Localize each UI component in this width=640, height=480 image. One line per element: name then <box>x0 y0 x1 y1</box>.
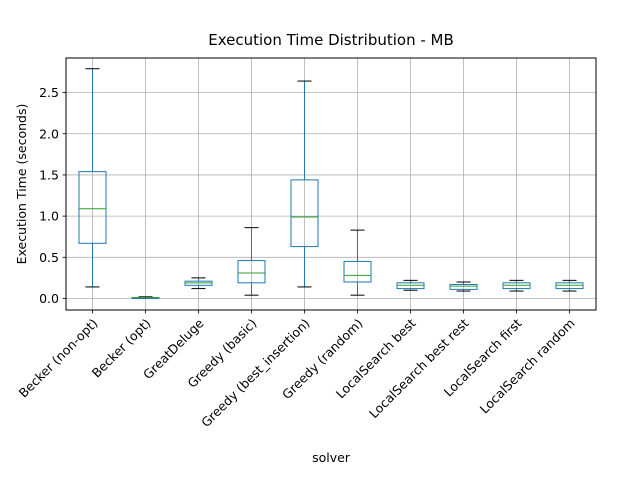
box-group <box>78 68 107 288</box>
box-group <box>290 80 319 288</box>
box-layer <box>78 68 584 299</box>
iqr-box <box>449 283 478 290</box>
plot-frame <box>65 57 597 311</box>
iqr-box <box>343 260 372 283</box>
iqr-box <box>290 179 319 248</box>
y-tick-label: 2.5 <box>39 85 59 100</box>
box-group <box>131 296 160 299</box>
chart-title: Execution Time Distribution - MB <box>208 31 454 49</box>
x-axis-label: solver <box>312 450 351 465</box>
box-group <box>396 279 425 291</box>
iqr-box <box>237 260 266 284</box>
box-group <box>555 279 584 292</box>
box-group <box>449 281 478 292</box>
y-axis-ticks: 0.0 0.5 1.0 1.5 2.0 2.5 <box>39 85 66 306</box>
y-tick-label: 1.5 <box>39 167 59 182</box>
y-axis-label: Execution Time (seconds) <box>14 104 29 265</box>
y-tick-label: 1.0 <box>39 209 59 224</box>
y-tick-label: 0.5 <box>39 250 59 265</box>
box-group <box>184 277 213 290</box>
box-group <box>343 229 372 296</box>
iqr-box <box>78 171 107 244</box>
y-tick-label: 2.0 <box>39 126 59 141</box>
box-group <box>237 227 266 296</box>
y-tick-label: 0.0 <box>39 291 59 306</box>
box-group <box>502 279 531 292</box>
